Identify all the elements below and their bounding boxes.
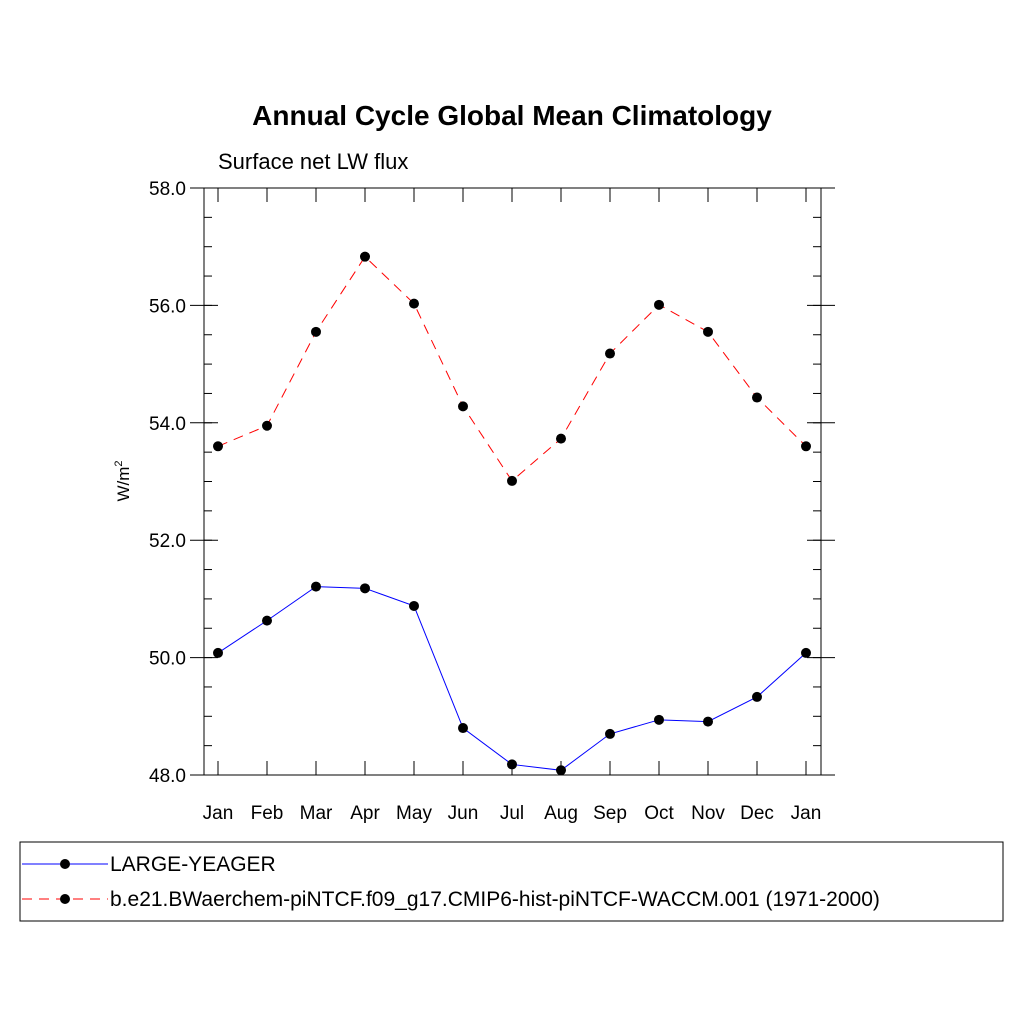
x-tick-label: Aug — [544, 803, 578, 824]
x-tick-label: Jul — [500, 803, 524, 824]
chart-title: Annual Cycle Global Mean Climatology — [252, 100, 772, 131]
data-point-series-1 — [360, 251, 370, 262]
series-layer — [213, 251, 811, 776]
data-point-series-0 — [213, 647, 223, 658]
data-point-series-1 — [507, 475, 517, 486]
data-point-series-1 — [409, 298, 419, 309]
x-tick-labels: Jan Feb Mar Apr May Jun Jul Aug Sep Oct Nov Dec Jan — [203, 803, 822, 824]
y-tick-label: 48.0 — [149, 766, 186, 787]
y-axis-label-unit: W/m — [114, 467, 133, 502]
data-point-series-0 — [409, 600, 419, 611]
data-point-series-0 — [703, 716, 713, 727]
data-point-series-0 — [458, 723, 468, 734]
legend-label-large-yeager: LARGE-YEAGER — [110, 853, 276, 876]
data-point-series-1 — [311, 326, 321, 337]
y-tick-label: 50.0 — [149, 649, 186, 670]
legend-marker-cesm-run — [60, 894, 70, 904]
y-tick-label: 52.0 — [149, 531, 186, 552]
x-tick-label: Apr — [350, 803, 380, 824]
x-tick-label: Oct — [644, 803, 674, 824]
data-point-series-1 — [213, 441, 223, 452]
y-axis-label-superscript: 2 — [113, 460, 125, 466]
data-point-series-0 — [262, 615, 272, 626]
data-point-series-1 — [605, 348, 615, 359]
x-tick-label: Sep — [593, 803, 627, 824]
plot-frame — [203, 187, 822, 776]
x-tick-label: Feb — [251, 803, 284, 824]
data-point-series-1 — [703, 326, 713, 337]
y-axis-label: W/m2 — [113, 460, 133, 501]
legend-label-cesm-run: b.e21.BWaerchem-piNTCF.f09_g17.CMIP6-his… — [110, 888, 880, 911]
y-tick-label: 58.0 — [149, 179, 186, 200]
series-line-1 — [217, 255, 807, 482]
x-tick-label: Jun — [448, 803, 479, 824]
legend-marker-large-yeager — [60, 859, 70, 869]
x-tick-label: May — [396, 803, 432, 824]
data-point-series-0 — [801, 647, 811, 658]
y-tick-labels: 48.0 50.0 52.0 54.0 56.0 58.0 — [149, 179, 186, 787]
x-tick-label: Jan — [791, 803, 822, 824]
data-point-series-0 — [311, 581, 321, 592]
x-tick-label: Nov — [691, 803, 725, 824]
data-point-series-1 — [801, 441, 811, 452]
data-point-series-0 — [507, 759, 517, 770]
data-point-series-0 — [752, 691, 762, 702]
data-point-series-1 — [752, 392, 762, 403]
data-point-series-0 — [654, 714, 664, 725]
legend-box — [19, 841, 1004, 922]
y-tick-label: 54.0 — [149, 414, 186, 435]
data-point-series-1 — [556, 433, 566, 444]
x-tick-label: Dec — [740, 803, 774, 824]
data-point-series-0 — [605, 728, 615, 739]
data-point-series-1 — [654, 299, 664, 310]
legend: LARGE-YEAGER b.e21.BWaerchem-piNTCF.f09_… — [22, 853, 880, 911]
data-point-series-0 — [556, 765, 566, 776]
x-tick-label: Jan — [203, 803, 234, 824]
y-tick-label: 56.0 — [149, 296, 186, 317]
data-point-series-0 — [360, 583, 370, 594]
x-tick-label: Mar — [300, 803, 333, 824]
chart-subtitle: Surface net LW flux — [218, 149, 408, 174]
data-point-series-1 — [458, 401, 468, 412]
series-line-0 — [217, 586, 807, 771]
data-point-series-1 — [262, 420, 272, 431]
